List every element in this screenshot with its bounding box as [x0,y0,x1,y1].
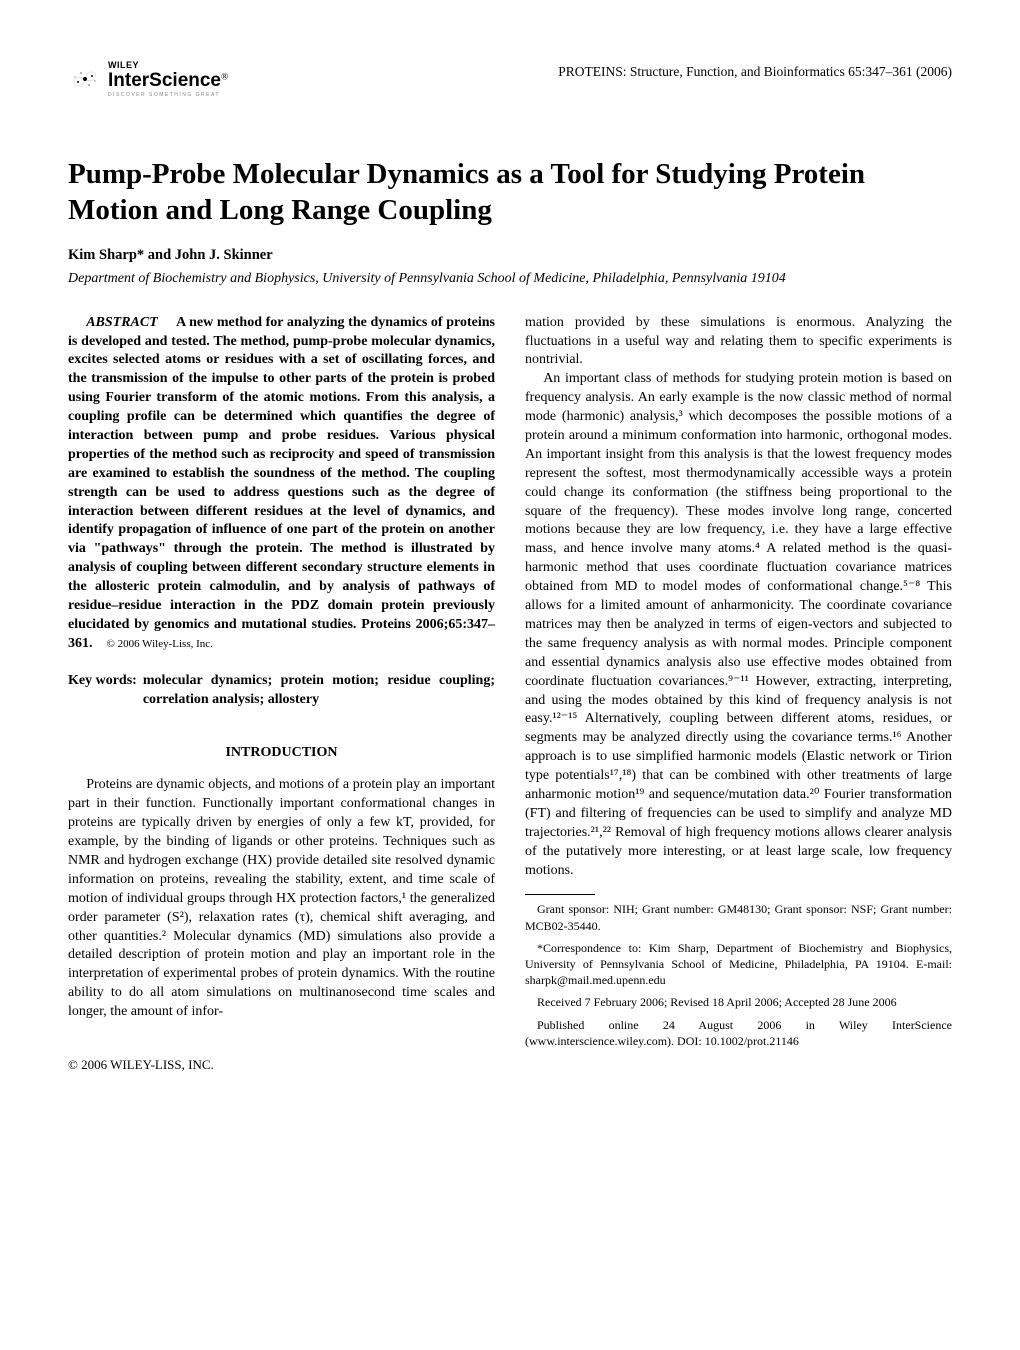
footnotes-block: Grant sponsor: NIH; Grant number: GM4813… [525,901,952,1049]
page-header: WILEY InterScience® DISCOVER SOMETHING G… [68,60,952,98]
abstract-paragraph: ABSTRACT A new method for analyzing the … [68,314,495,654]
footnote-rule [525,894,595,895]
footnote-grant: Grant sponsor: NIH; Grant number: GM4813… [525,901,952,933]
column-left: ABSTRACT A new method for analyzing the … [68,314,495,1074]
abstract-text: A new method for analyzing the dynamics … [68,315,495,651]
logo-brand: InterScience [108,70,221,91]
logo-tagline: DISCOVER SOMETHING GREAT [108,92,228,98]
keywords-text: molecular dynamics; protein motion; resi… [143,672,495,710]
abstract-copyright: © 2006 Wiley-Liss, Inc. [107,638,213,650]
article-title: Pump-Probe Molecular Dynamics as a Tool … [68,156,952,229]
column-right: mation provided by these simulations is … [525,314,952,1074]
intro-paragraph-col1: Proteins are dynamic objects, and motion… [68,776,495,1022]
footnote-published: Published online 24 August 2006 in Wiley… [525,1017,952,1049]
abstract-label: ABSTRACT [86,315,158,330]
keywords-block: Key words: molecular dynamics; protein m… [68,672,495,710]
logo-brand-line: InterScience® [108,70,228,92]
publisher-logo: WILEY InterScience® DISCOVER SOMETHING G… [68,60,228,98]
keywords-label: Key words: [68,672,143,691]
introduction-heading: INTRODUCTION [68,744,495,763]
wiley-swirl-icon [68,62,102,96]
footnote-received: Received 7 February 2006; Revised 18 Apr… [525,994,952,1010]
logo-wiley-label: WILEY [108,60,228,70]
col2-main-paragraph: An important class of methods for studyi… [525,370,952,880]
journal-reference: PROTEINS: Structure, Function, and Bioin… [558,60,952,80]
page-footer-left: © 2006 WILEY-LISS, INC. [68,1056,495,1074]
col2-continuation: mation provided by these simulations is … [525,314,952,371]
footnote-correspondence: *Correspondence to: Kim Sharp, Departmen… [525,940,952,989]
registered-mark: ® [221,72,228,83]
article-authors: Kim Sharp* and John J. Skinner [68,247,952,264]
two-column-body: ABSTRACT A new method for analyzing the … [68,314,952,1074]
logo-text-block: WILEY InterScience® DISCOVER SOMETHING G… [108,60,228,98]
article-affiliation: Department of Biochemistry and Biophysic… [68,270,952,288]
